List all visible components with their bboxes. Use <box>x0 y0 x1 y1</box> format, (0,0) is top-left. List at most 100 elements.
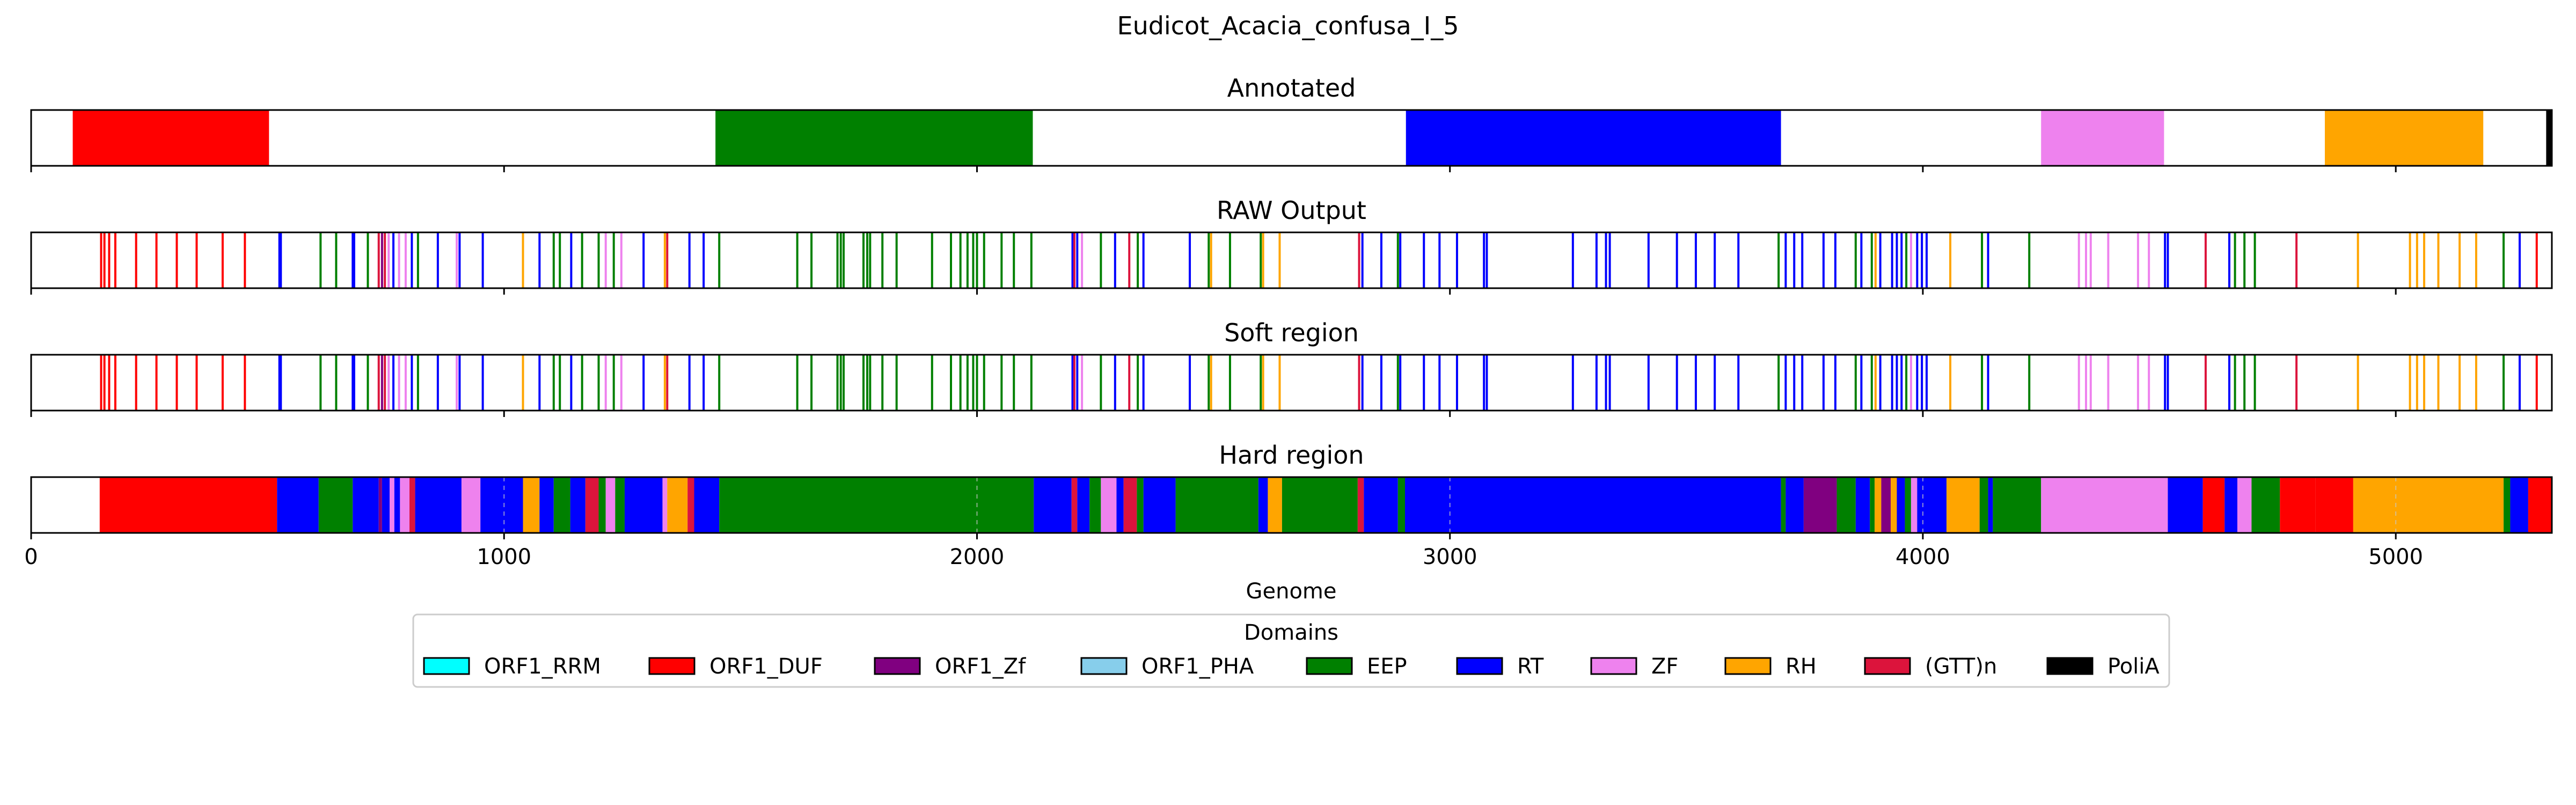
legend-swatch <box>874 657 921 675</box>
domain-block-rt <box>539 477 554 533</box>
domain-block-zf <box>2041 110 2164 166</box>
domain-block-zf <box>400 477 409 533</box>
domain-block-rt <box>570 477 586 533</box>
domain-block-rt <box>1364 477 1398 533</box>
panel-frame <box>30 476 2553 534</box>
domain-block-eep <box>1905 477 1911 533</box>
legend-label: RT <box>1517 654 1544 679</box>
legend-entry-orf1-duf: ORF1_DUF <box>648 654 823 679</box>
domain-block-rt <box>353 477 379 533</box>
domain-block-orf1-duf <box>99 477 277 533</box>
domain-block-rt <box>277 477 319 533</box>
domain-block-rt <box>694 477 720 533</box>
domain-block-rt <box>1404 477 1781 533</box>
domain-block--gtt-n <box>1071 477 1078 533</box>
panel-title: Hard region <box>1219 441 1364 470</box>
legend-swatch <box>1456 657 1503 675</box>
domain-block-orf1-duf <box>72 110 269 166</box>
domain-block-rt <box>1917 477 1947 533</box>
domain-block-orf1-duf <box>2280 477 2316 533</box>
legend-entry-orf1-rrm: ORF1_RRM <box>423 654 601 679</box>
domain-block--gtt-n <box>1123 477 1137 533</box>
domain-block-rt <box>1143 477 1176 533</box>
domain-block-zf <box>1911 477 1918 533</box>
domain-block-zf <box>1101 477 1117 533</box>
domain-block-rt <box>1897 477 1905 533</box>
panel-title: Annotated <box>1227 74 1356 103</box>
legend-entry-eep: EEP <box>1306 654 1407 679</box>
domain-block--gtt-n <box>1357 477 1364 533</box>
legend-label: RH <box>1785 654 1817 679</box>
domain-block-eep <box>1836 477 1856 533</box>
x-axis: 0 1000 2000 3000 4000 5000 <box>24 545 2423 569</box>
panel-frame <box>30 109 2553 167</box>
domain-block-orf1-duf <box>2202 477 2225 533</box>
domain-block-eep <box>615 477 625 533</box>
domain-block-rh <box>1891 477 1897 533</box>
legend-entry-rh: RH <box>1724 654 1817 679</box>
panel-background <box>31 232 2552 288</box>
legend-entry-orf1-zf: ORF1_Zf <box>874 654 1026 679</box>
legend-entry-polia: PoliA <box>2046 654 2160 679</box>
domain-block-rt <box>1406 110 1781 166</box>
domain-block-rh <box>2325 110 2484 166</box>
legend-entry--gtt-n: (GTT)n <box>1864 654 1997 679</box>
legend-swatch <box>1724 657 1772 675</box>
domain-block-zf <box>2041 477 2168 533</box>
panel-title: Soft region <box>1224 318 1359 347</box>
domain-block-rt <box>480 477 523 533</box>
legend-swatch <box>1864 657 1911 675</box>
domain-block-eep <box>1979 477 1988 533</box>
domain-block-eep <box>318 477 353 533</box>
domain-block-eep <box>1137 477 1144 533</box>
domain-block-rh <box>1875 477 1882 533</box>
domain-block-rt <box>624 477 663 533</box>
domain-block-rh <box>2353 477 2504 533</box>
domain-block-zf <box>662 477 668 533</box>
figure-title: Eudicot_Acacia_confusa_I_5 <box>1117 11 1459 40</box>
domain-block-zf <box>461 477 481 533</box>
domain-block-orf1-zf <box>1803 477 1837 533</box>
legend-entry-zf: ZF <box>1590 654 1678 679</box>
domain-block-rt <box>382 477 390 533</box>
legend-swatch <box>1306 657 1353 675</box>
domain-block-rt <box>1077 477 1090 533</box>
legend-label: ORF1_DUF <box>709 654 823 679</box>
x-tick-label: 1000 <box>477 545 531 569</box>
x-tick-label: 3000 <box>1423 545 1477 569</box>
domain-block--gtt-n <box>409 477 415 533</box>
panels: Annotated RAW Output Soft region Hard regio… <box>30 74 2553 539</box>
domain-block-eep <box>1781 477 1786 533</box>
legend-title: Domains <box>1244 620 1338 645</box>
domain-block-orf1-zf <box>1881 477 1891 533</box>
domain-block-eep <box>1089 477 1101 533</box>
panel-frame <box>30 231 2553 289</box>
domain-block-rt <box>1855 477 1870 533</box>
domain-block-polia <box>2546 110 2552 166</box>
legend-entries: ORF1_RRM ORF1_DUF ORF1_Zf ORF1_PHA EEP RT ZF RH… <box>423 654 2160 679</box>
legend-swatch <box>2046 657 2094 675</box>
panel-annotated: Annotated <box>30 74 2553 172</box>
legend-entry-orf1-pha: ORF1_PHA <box>1080 654 1254 679</box>
legend-label: EEP <box>1367 654 1407 679</box>
x-tick-label: 4000 <box>1896 545 1950 569</box>
legend-swatch <box>648 657 696 675</box>
domain-block-eep <box>1282 477 1358 533</box>
domain-block-rt <box>1116 477 1124 533</box>
panel-raw-output: RAW Output <box>30 196 2553 295</box>
domain-block-orf1-zf <box>378 477 382 533</box>
legend-swatch <box>423 657 470 675</box>
panel-frame <box>30 354 2553 412</box>
legend-swatch <box>1590 657 1637 675</box>
domain-block-rt <box>2224 477 2237 533</box>
domain-block-rh <box>1946 477 1980 533</box>
domain-block-eep <box>1993 477 2041 533</box>
domain-block-eep <box>1397 477 1405 533</box>
panel-background <box>31 110 2552 166</box>
legend-label: ORF1_RRM <box>484 654 601 679</box>
domain-block-zf <box>605 477 616 533</box>
domain-block-rt <box>415 477 462 533</box>
domain-block-rt <box>394 477 400 533</box>
domain-block-rh <box>667 477 688 533</box>
